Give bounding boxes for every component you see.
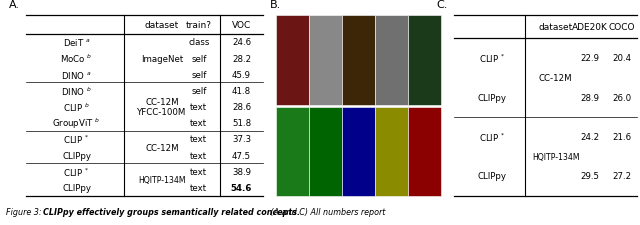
Text: text: text bbox=[190, 135, 207, 144]
Text: DINO $^{b}$: DINO $^{b}$ bbox=[61, 85, 92, 97]
Text: 29.5: 29.5 bbox=[580, 172, 600, 181]
Text: HQITP-134M: HQITP-134M bbox=[532, 152, 579, 161]
Text: text: text bbox=[190, 183, 207, 192]
Bar bbox=[375, 16, 408, 106]
Text: 28.2: 28.2 bbox=[232, 54, 251, 63]
Text: DeiT $^{a}$: DeiT $^{a}$ bbox=[63, 37, 90, 48]
Text: CLIPpy: CLIPpy bbox=[62, 183, 91, 192]
Bar bbox=[408, 108, 441, 196]
Text: 47.5: 47.5 bbox=[232, 151, 251, 160]
Text: 24.6: 24.6 bbox=[232, 38, 251, 47]
Bar bbox=[276, 16, 309, 106]
Bar bbox=[276, 108, 309, 196]
Text: 51.8: 51.8 bbox=[232, 119, 251, 128]
Text: 37.3: 37.3 bbox=[232, 135, 251, 144]
Text: 24.2: 24.2 bbox=[580, 133, 600, 142]
Text: CLIPpy: CLIPpy bbox=[62, 151, 91, 160]
Text: 22.9: 22.9 bbox=[580, 54, 600, 63]
Bar bbox=[309, 16, 342, 106]
Text: class: class bbox=[188, 38, 209, 47]
Text: CC-12M: CC-12M bbox=[539, 74, 572, 83]
Text: dataset: dataset bbox=[145, 21, 179, 30]
Text: CLIP $^{*}$: CLIP $^{*}$ bbox=[479, 131, 505, 143]
Text: 21.6: 21.6 bbox=[612, 133, 632, 142]
Text: self: self bbox=[191, 54, 207, 63]
Text: 41.8: 41.8 bbox=[232, 87, 251, 96]
Bar bbox=[375, 108, 408, 196]
Text: B.: B. bbox=[270, 0, 281, 10]
Text: C.: C. bbox=[436, 0, 447, 10]
Text: CLIP $^{b}$: CLIP $^{b}$ bbox=[63, 101, 90, 113]
Text: CLIP $^{*}$: CLIP $^{*}$ bbox=[479, 53, 505, 65]
Text: CC-12M
YFCC-100M: CC-12M YFCC-100M bbox=[138, 97, 187, 117]
Text: 54.6: 54.6 bbox=[231, 183, 252, 192]
Text: DINO $^{a}$: DINO $^{a}$ bbox=[61, 70, 92, 80]
Text: 28.9: 28.9 bbox=[580, 93, 600, 102]
Text: A.: A. bbox=[9, 0, 20, 10]
Text: train?: train? bbox=[186, 21, 212, 30]
Text: 26.0: 26.0 bbox=[612, 93, 632, 102]
Text: Figure 3:: Figure 3: bbox=[6, 207, 45, 216]
Bar bbox=[309, 108, 342, 196]
Text: text: text bbox=[190, 151, 207, 160]
Text: dataset: dataset bbox=[538, 23, 573, 32]
Text: self: self bbox=[191, 70, 207, 79]
Text: ImageNet: ImageNet bbox=[141, 54, 183, 63]
Text: text: text bbox=[190, 103, 207, 112]
Text: ADE20K: ADE20K bbox=[572, 23, 608, 32]
Text: 45.9: 45.9 bbox=[232, 70, 251, 79]
Text: CLIP $^{*}$: CLIP $^{*}$ bbox=[63, 165, 90, 178]
Text: 27.2: 27.2 bbox=[612, 172, 632, 181]
Text: GroupViT $^{b}$: GroupViT $^{b}$ bbox=[52, 116, 100, 130]
Text: CLIPpy effectively groups semantically related concepts.: CLIPpy effectively groups semantically r… bbox=[43, 207, 300, 216]
Bar bbox=[408, 16, 441, 106]
Bar bbox=[342, 108, 375, 196]
Text: VOC: VOC bbox=[232, 21, 251, 30]
Text: 38.9: 38.9 bbox=[232, 167, 251, 176]
Text: CLIPpy: CLIPpy bbox=[477, 172, 506, 181]
Text: MoCo $^{b}$: MoCo $^{b}$ bbox=[60, 53, 93, 65]
Text: self: self bbox=[191, 87, 207, 96]
Bar bbox=[342, 16, 375, 106]
Text: 28.6: 28.6 bbox=[232, 103, 251, 112]
Text: text: text bbox=[190, 119, 207, 128]
Text: CLIPpy: CLIPpy bbox=[477, 93, 506, 102]
Text: text: text bbox=[190, 167, 207, 176]
Text: CC-12M: CC-12M bbox=[145, 143, 179, 152]
Text: (A and C) All numbers report: (A and C) All numbers report bbox=[268, 207, 385, 216]
Text: 20.4: 20.4 bbox=[612, 54, 632, 63]
Text: CLIP $^{*}$: CLIP $^{*}$ bbox=[63, 133, 90, 146]
Text: COCO: COCO bbox=[609, 23, 636, 32]
Text: HQITP-134M: HQITP-134M bbox=[138, 175, 186, 184]
